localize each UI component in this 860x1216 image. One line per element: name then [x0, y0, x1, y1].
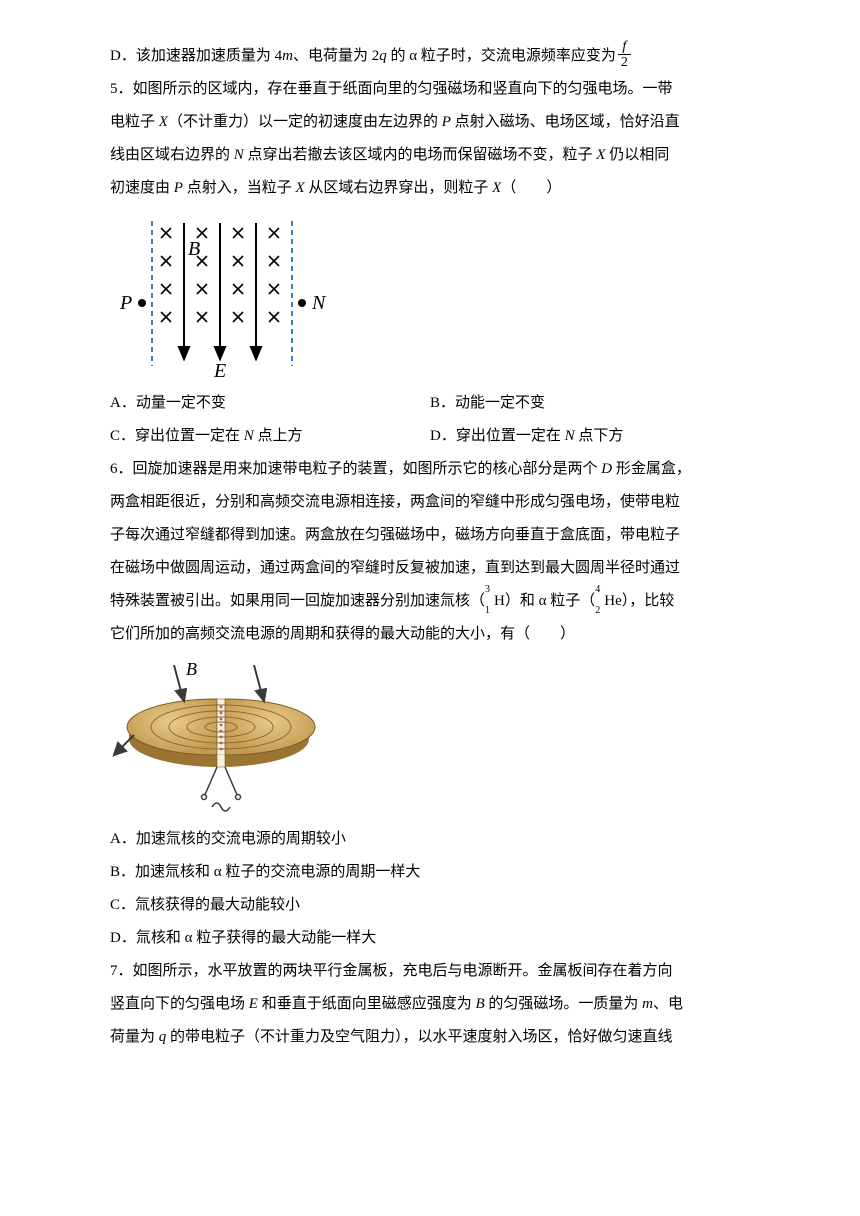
- q6-p5a: 特殊装置被引出。如果用同一回旋加速器分别加速氚核（: [110, 593, 485, 609]
- nuclide-He: 42He: [595, 585, 622, 618]
- q5-options-row1: A．动量一定不变 B．动能一定不变: [110, 387, 750, 420]
- q6-optA: A．加速氚核的交流电源的周期较小: [110, 823, 750, 856]
- q6-optD: D．氚核和 α 粒子获得的最大动能一样大: [110, 922, 750, 955]
- nuclide-He-z: 2: [595, 600, 600, 622]
- q6-figure: B: [104, 657, 750, 817]
- q5-X3: X: [295, 180, 304, 196]
- label-B-cyclotron: B: [186, 659, 197, 679]
- q5-l2c: 点射入磁场、电场区域，恰好沿直: [451, 114, 680, 130]
- q6-optC-text: C．氚核获得的最大动能较小: [110, 897, 300, 913]
- q6-optC: C．氚核获得的最大动能较小: [110, 889, 750, 922]
- q6-D: D: [601, 461, 612, 477]
- q7-p2d: 、电: [653, 996, 683, 1012]
- q4-option-d: D．该加速器加速质量为 4m、电荷量为 2q 的 α 粒子时，交流电源频率应变为…: [110, 40, 750, 73]
- q6-stem-3: 子每次通过窄缝都得到加速。两盒放在匀强磁场中，磁场方向垂直于盒底面，带电粒子: [110, 519, 750, 552]
- q5-X1: X: [159, 114, 168, 130]
- q5-optD-a: D．穿出位置一定在: [430, 428, 565, 444]
- q5-stem-3: 线由区域右边界的 N 点穿出若撤去该区域内的电场而保留磁场不变，粒子 X 仍以相…: [110, 139, 750, 172]
- label-B: B: [188, 238, 200, 260]
- q7-stem-2: 竖直向下的匀强电场 E 和垂直于纸面向里磁感应强度为 B 的匀强磁场。一质量为 …: [110, 988, 750, 1021]
- q5-X4: X: [492, 180, 501, 196]
- q6-p4: 在磁场中做圆周运动，通过两盒间的窄缝时反复被加速，直到达到最大圆周半径时通过: [110, 560, 680, 576]
- q5-l1: 如图所示的区域内，存在垂直于纸面向里的匀强磁场和竖直向下的匀强电场。一带: [133, 81, 673, 97]
- q5-l2b: （不计重力）以一定的初速度由左边界的: [168, 114, 442, 130]
- q5-optD: D．穿出位置一定在 N 点下方: [430, 420, 750, 453]
- q5-optA: A．动量一定不变: [110, 387, 430, 420]
- q6-p6: 它们所加的高频交流电源的周期和获得的最大动能的大小，有（ ）: [110, 626, 575, 642]
- q6-p2: 两盒相距很近，分别和高频交流电源相连接，两盒间的窄缝中形成匀强电场，使带电粒: [110, 494, 680, 510]
- q7-E: E: [249, 996, 258, 1012]
- q5-figure: P N B E: [104, 211, 750, 381]
- q7-stem-3: 荷量为 q 的带电粒子（不计重力及空气阻力），以水平速度射入场区，恰好做匀速直线: [110, 1021, 750, 1054]
- q7-p2b: 和垂直于纸面向里磁感应强度为: [258, 996, 476, 1012]
- q5-P1: P: [442, 114, 451, 130]
- q7-p2c: 的匀强磁场。一质量为: [485, 996, 643, 1012]
- q6-optB-text: B．加速氚核和 α 粒子的交流电源的周期一样大: [110, 864, 420, 880]
- label-P: P: [119, 292, 132, 314]
- q5-l2a: 电粒子: [110, 114, 159, 130]
- q6-stem-6: 它们所加的高频交流电源的周期和获得的最大动能的大小，有（ ）: [110, 618, 750, 651]
- q5-l4b: 点射入，当粒子: [183, 180, 296, 196]
- q5-optC-N: N: [244, 428, 254, 444]
- q7-m: m: [642, 996, 653, 1012]
- label-N: N: [311, 292, 327, 314]
- q5-optC-b: 点上方: [254, 428, 303, 444]
- q5-options-row2: C．穿出位置一定在 N 点上方 D．穿出位置一定在 N 点下方: [110, 420, 750, 453]
- q4d-text2: 、电荷量为 2: [293, 48, 379, 64]
- q5-optB: B．动能一定不变: [430, 387, 750, 420]
- q5-number: 5．: [110, 81, 133, 97]
- q5-optC: C．穿出位置一定在 N 点上方: [110, 420, 430, 453]
- nuclide-He-sym: He: [604, 593, 622, 609]
- q5-stem: 5．如图所示的区域内，存在垂直于纸面向里的匀强磁场和竖直向下的匀强电场。一带: [110, 73, 750, 106]
- nuclide-H: 31H: [485, 585, 505, 618]
- q7-p3a: 荷量为: [110, 1029, 159, 1045]
- q6-stem-4: 在磁场中做圆周运动，通过两盒间的窄缝时反复被加速，直到达到最大圆周半径时通过: [110, 552, 750, 585]
- q5-optD-b: 点下方: [575, 428, 624, 444]
- q5-stem-2: 电粒子 X（不计重力）以一定的初速度由左边界的 P 点射入磁场、电场区域，恰好沿…: [110, 106, 750, 139]
- frac-den: 2: [618, 55, 631, 70]
- q7-p1: 如图所示，水平放置的两块平行金属板，充电后与电源断开。金属板间存在着方向: [133, 963, 673, 979]
- q7-p3b: 的带电粒子（不计重力及空气阻力），以水平速度射入场区，恰好做匀速直线: [166, 1029, 672, 1045]
- q5-optD-N: N: [565, 428, 575, 444]
- fraction-f-over-2: f2: [618, 39, 631, 71]
- q6-stem-5: 特殊装置被引出。如果用同一回旋加速器分别加速氚核（31H）和 α 粒子（42He…: [110, 585, 750, 618]
- q5-optA-text: A．动量一定不变: [110, 395, 226, 411]
- q5-optB-text: B．动能一定不变: [430, 395, 545, 411]
- nuclide-H-a: 3: [485, 579, 490, 601]
- q5-l3c: 仍以相同: [605, 147, 669, 163]
- q7-p2a: 竖直向下的匀强电场: [110, 996, 249, 1012]
- q5-N1: N: [234, 147, 244, 163]
- q5-P2: P: [174, 180, 183, 196]
- q6-p1a: 回旋加速器是用来加速带电粒子的装置，如图所示它的核心部分是两个: [133, 461, 602, 477]
- nuclide-H-sym: H: [494, 593, 505, 609]
- q6-p5c: ），比较: [622, 593, 675, 609]
- q4d-text1: D．该加速器加速质量为 4: [110, 48, 282, 64]
- q5-l4a: 初速度由: [110, 180, 174, 196]
- q6-stem-1: 6．回旋加速器是用来加速带电粒子的装置，如图所示它的核心部分是两个 D 形金属盒…: [110, 453, 750, 486]
- q6-optD-text: D．氚核和 α 粒子获得的最大动能一样大: [110, 930, 376, 946]
- q6-p3: 子每次通过窄缝都得到加速。两盒放在匀强磁场中，磁场方向垂直于盒底面，带电粒子: [110, 527, 680, 543]
- q4d-q: q: [379, 48, 387, 64]
- q5-stem-4: 初速度由 P 点射入，当粒子 X 从区域右边界穿出，则粒子 X（ ）: [110, 172, 750, 205]
- q6-p5b: ）和 α 粒子（: [505, 593, 595, 609]
- q7-number: 7．: [110, 963, 133, 979]
- q5-l4c: 从区域右边界穿出，则粒子: [305, 180, 493, 196]
- q5-optC-a: C．穿出位置一定在: [110, 428, 244, 444]
- label-E: E: [213, 360, 226, 381]
- q6-number: 6．: [110, 461, 133, 477]
- q7-B: B: [475, 996, 484, 1012]
- frac-num: f: [618, 39, 631, 55]
- q6-optB: B．加速氚核和 α 粒子的交流电源的周期一样大: [110, 856, 750, 889]
- q4d-text3: 的 α 粒子时，交流电源频率应变为: [387, 48, 616, 64]
- nuclide-H-z: 1: [485, 600, 490, 622]
- q6-stem-2: 两盒相距很近，分别和高频交流电源相连接，两盒间的窄缝中形成匀强电场，使带电粒: [110, 486, 750, 519]
- q5-l3a: 线由区域右边界的: [110, 147, 234, 163]
- q7-stem-1: 7．如图所示，水平放置的两块平行金属板，充电后与电源断开。金属板间存在着方向: [110, 955, 750, 988]
- q6-p1b: 形金属盒，: [612, 461, 691, 477]
- q6-optA-text: A．加速氚核的交流电源的周期较小: [110, 831, 346, 847]
- q5-l4d: （ ）: [501, 180, 561, 196]
- nuclide-He-a: 4: [595, 579, 600, 601]
- q4d-m: m: [282, 48, 293, 64]
- q5-l3b: 点穿出若撤去该区域内的电场而保留磁场不变，粒子: [244, 147, 597, 163]
